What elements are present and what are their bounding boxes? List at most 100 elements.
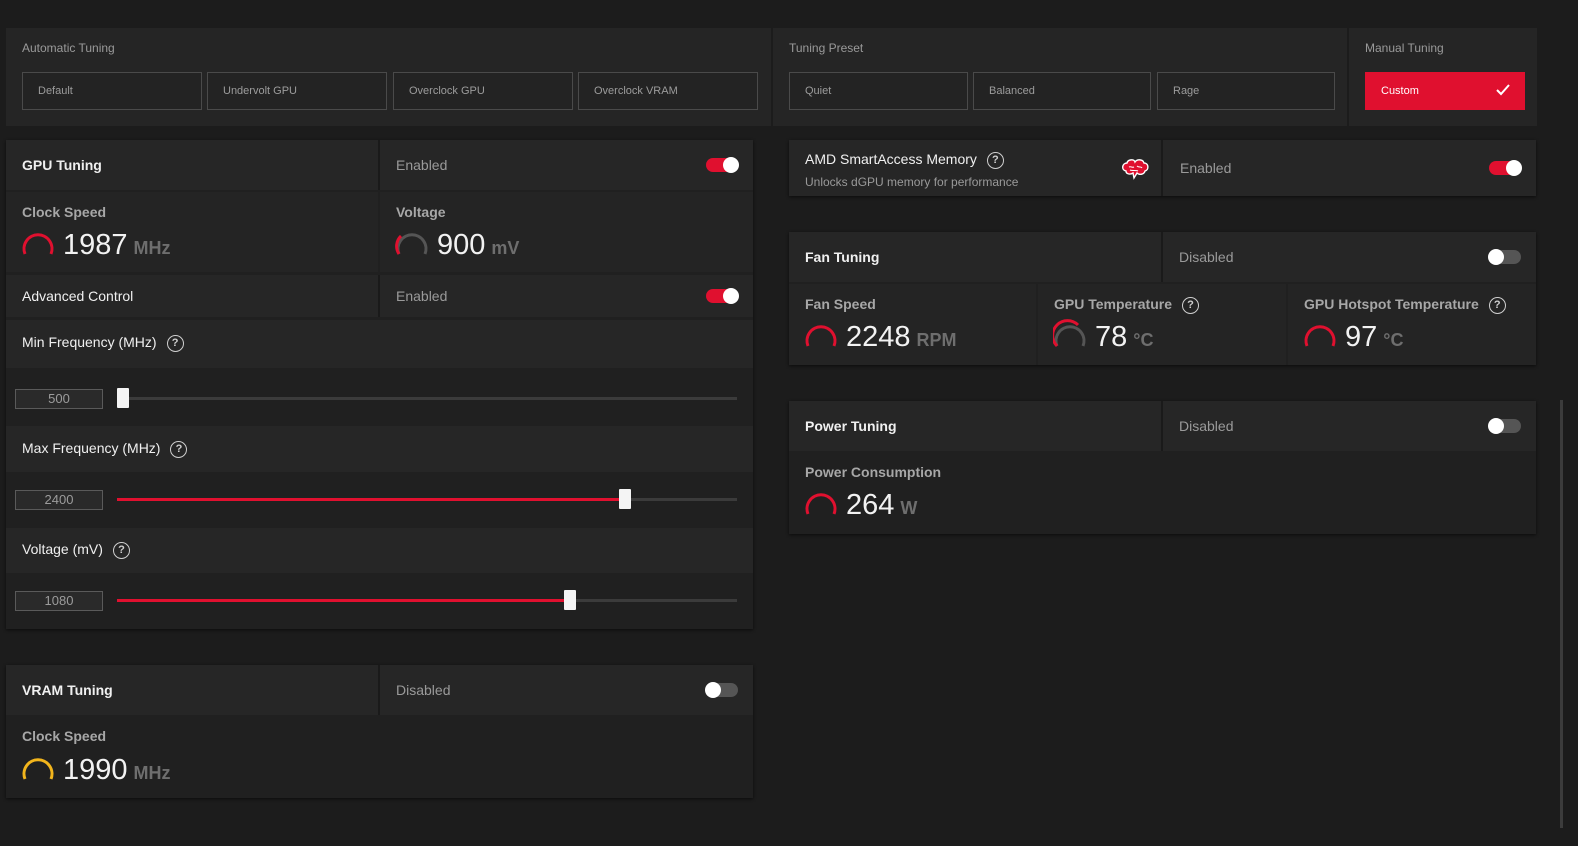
voltage-slider-thumb[interactable] xyxy=(564,590,576,610)
gpu-tuning-toggle[interactable] xyxy=(706,157,739,173)
power-tuning-toggle[interactable] xyxy=(1488,418,1521,434)
max-frequency-row: Max Frequency (MHz)? xyxy=(6,426,753,472)
page-scrollbar[interactable] xyxy=(1560,400,1563,828)
fan-speed-unit: RPM xyxy=(916,330,957,350)
smart-access-toggle[interactable] xyxy=(1489,160,1522,176)
vram-clock-gauge-icon xyxy=(22,758,54,780)
gpu-voltage-gauge-icon xyxy=(395,233,428,255)
power-consumption-value-group: 264 W xyxy=(846,489,917,522)
smart-access-subtitle: Unlocks dGPU memory for performance xyxy=(805,175,1019,189)
preset-overclock-vram-button[interactable]: Overclock VRAM xyxy=(578,72,758,110)
gpu-hotspot-help-icon[interactable]: ? xyxy=(1488,296,1506,314)
preset-custom-button[interactable]: Custom xyxy=(1365,72,1525,110)
vram-clock-speed-label: Clock Speed xyxy=(22,728,107,744)
voltage-input[interactable]: 1080 xyxy=(15,591,103,611)
max-frequency-input[interactable]: 2400 xyxy=(15,490,103,510)
gpu-tuning-state: Enabled xyxy=(396,157,448,173)
min-frequency-help-icon[interactable]: ? xyxy=(166,334,184,352)
fan-tuning-state: Disabled xyxy=(1179,249,1234,265)
preset-balanced-button[interactable]: Balanced xyxy=(973,72,1151,110)
checkmark-icon xyxy=(1496,84,1510,96)
power-consumption-unit: W xyxy=(900,498,918,518)
gpu-voltage-label: Voltage xyxy=(396,204,446,220)
automatic-tuning-group: Automatic Tuning Default Undervolt GPU O… xyxy=(6,28,771,126)
voltage-help-icon[interactable]: ? xyxy=(112,541,130,559)
max-frequency-slider[interactable] xyxy=(117,489,737,509)
fan-tuning-toggle[interactable] xyxy=(1488,249,1521,265)
min-frequency-slider[interactable] xyxy=(117,388,737,408)
advanced-control-row: Advanced Control Enabled xyxy=(6,275,753,317)
smart-access-memory-card: AMD SmartAccess Memory? Unlocks dGPU mem… xyxy=(789,140,1536,196)
gpu-tuning-header: GPU Tuning Enabled xyxy=(6,140,753,190)
gpu-tuning-card: GPU Tuning Enabled Clock Speed 1987 MHz V… xyxy=(6,140,753,629)
advanced-control-state: Enabled xyxy=(396,288,448,304)
smart-access-help-icon[interactable]: ? xyxy=(986,151,1004,169)
max-frequency-help-icon[interactable]: ? xyxy=(170,440,188,458)
gpu-clock-value-group: 1987 MHz xyxy=(63,229,171,262)
vram-tuning-title: VRAM Tuning xyxy=(22,682,113,698)
power-consumption-value: 264 xyxy=(846,489,895,521)
vram-clock-unit: MHz xyxy=(133,763,171,783)
gpu-clock-unit: MHz xyxy=(133,238,171,258)
gpu-temperature-gauge-icon xyxy=(1053,319,1086,348)
gpu-hotspot-label: GPU Hotspot Temperature xyxy=(1304,296,1479,312)
vram-clock-value-group: 1990 MHz xyxy=(63,754,171,787)
advanced-control-toggle[interactable] xyxy=(706,288,739,304)
max-frequency-slider-thumb[interactable] xyxy=(619,489,631,509)
fan-tuning-title: Fan Tuning xyxy=(805,249,880,265)
gpu-temperature-help-icon[interactable]: ? xyxy=(1182,296,1199,314)
fan-tuning-card: Fan Tuning Disabled Fan Speed 2248 RPM GP… xyxy=(789,232,1536,365)
gpu-temperature-label-group: GPU Temperature? xyxy=(1054,296,1199,314)
power-tuning-card: Power Tuning Disabled Power Consumption … xyxy=(789,401,1536,534)
fan-speed-gauge-icon xyxy=(805,325,837,347)
vram-tuning-card: VRAM Tuning Disabled Clock Speed 1990 MHz xyxy=(6,665,753,798)
brain-icon xyxy=(1122,159,1149,180)
voltage-slider[interactable] xyxy=(117,590,737,610)
smart-access-title: AMD SmartAccess Memory xyxy=(805,151,977,167)
tuning-preset-label: Tuning Preset xyxy=(789,41,864,55)
max-frequency-label: Max Frequency (MHz) xyxy=(22,440,161,456)
preset-overclock-gpu-button[interactable]: Overclock GPU xyxy=(393,72,573,110)
gpu-clock-gauge-icon xyxy=(22,233,54,255)
automatic-tuning-label: Automatic Tuning xyxy=(22,41,115,55)
vram-tuning-header: VRAM Tuning Disabled xyxy=(6,665,753,715)
gpu-temperature-cell: GPU Temperature? 78 °C xyxy=(1038,284,1286,365)
gpu-clock-speed-cell: Clock Speed 1987 MHz xyxy=(6,192,378,272)
gpu-tuning-title: GPU Tuning xyxy=(22,157,102,173)
power-consumption-label: Power Consumption xyxy=(805,464,942,480)
min-frequency-label-group: Min Frequency (MHz)? xyxy=(22,334,184,352)
gpu-hotspot-temperature-cell: GPU Hotspot Temperature? 97 °C xyxy=(1288,284,1536,365)
power-consumption-gauge-icon xyxy=(805,493,837,515)
fan-speed-label: Fan Speed xyxy=(805,296,876,312)
gpu-hotspot-value-group: 97 °C xyxy=(1345,321,1403,354)
fan-tuning-header: Fan Tuning Disabled xyxy=(789,232,1536,282)
preset-rage-button[interactable]: Rage xyxy=(1157,72,1335,110)
manual-tuning-label: Manual Tuning xyxy=(1365,41,1444,55)
preset-undervolt-gpu-button[interactable]: Undervolt GPU xyxy=(207,72,387,110)
gpu-clock-value: 1987 xyxy=(63,229,128,261)
gpu-clock-speed-label: Clock Speed xyxy=(22,204,107,220)
vram-tuning-toggle[interactable] xyxy=(705,682,738,698)
gpu-hotspot-value: 97 xyxy=(1345,321,1378,353)
preset-default-button[interactable]: Default xyxy=(22,72,202,110)
gpu-hotspot-gauge-icon xyxy=(1304,325,1336,347)
gpu-voltage-cell: Voltage 900 mV xyxy=(380,192,753,272)
min-frequency-input[interactable]: 500 xyxy=(15,389,103,409)
voltage-row: Voltage (mV)? xyxy=(6,528,753,573)
advanced-control-label: Advanced Control xyxy=(22,288,134,304)
fan-speed-value-group: 2248 RPM xyxy=(846,321,957,354)
voltage-label-group: Voltage (mV)? xyxy=(22,541,130,559)
vram-tuning-state: Disabled xyxy=(396,682,451,698)
vram-clock-value: 1990 xyxy=(63,754,128,786)
gpu-temperature-value-group: 78 °C xyxy=(1095,321,1153,354)
preset-quiet-button[interactable]: Quiet xyxy=(789,72,968,110)
gpu-voltage-value-group: 900 mV xyxy=(437,229,519,262)
power-tuning-header: Power Tuning Disabled xyxy=(789,401,1536,451)
gpu-temperature-label: GPU Temperature xyxy=(1054,296,1172,312)
voltage-slider-label: Voltage (mV) xyxy=(22,541,103,557)
gpu-voltage-unit: mV xyxy=(491,238,520,258)
max-frequency-label-group: Max Frequency (MHz)? xyxy=(22,440,188,458)
gpu-temperature-unit: °C xyxy=(1133,330,1154,350)
gpu-hotspot-label-group: GPU Hotspot Temperature? xyxy=(1304,296,1506,314)
min-frequency-slider-thumb[interactable] xyxy=(117,388,129,408)
